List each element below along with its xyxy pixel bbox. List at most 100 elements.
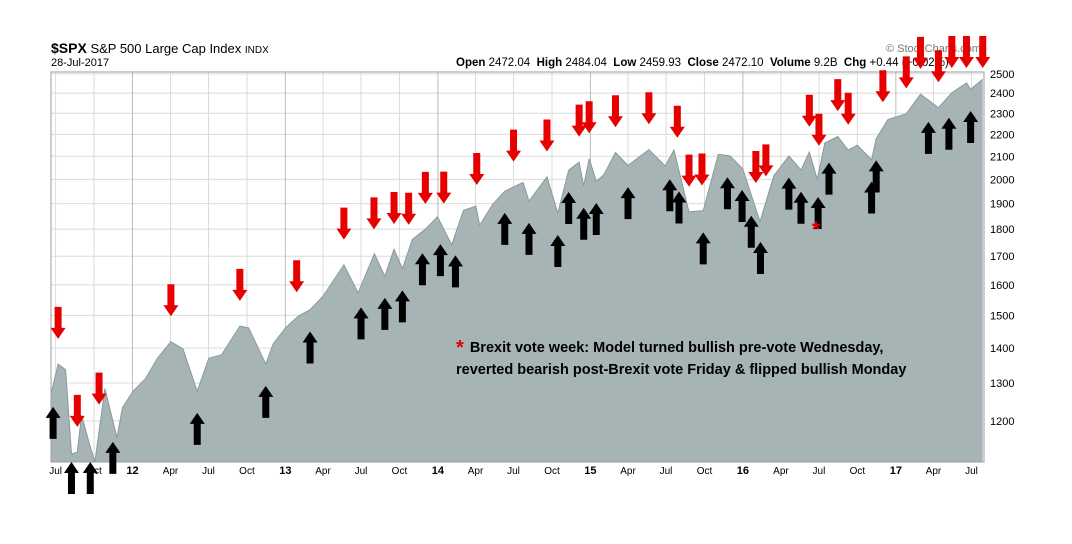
x-tick-label: Jul — [202, 466, 215, 477]
y-tick-label: 2300 — [990, 108, 1014, 120]
buy-signal-arrow — [521, 222, 537, 255]
y-tick-label: 2100 — [990, 151, 1014, 163]
x-tick-label: Oct — [697, 466, 713, 477]
x-tick-label: Apr — [926, 466, 942, 477]
x-tick-label: Oct — [544, 466, 560, 477]
volume-label: Volume — [769, 57, 811, 69]
sell-signal-arrow — [840, 92, 856, 125]
sell-signal-arrow — [801, 94, 817, 127]
open-label: Open — [456, 57, 486, 69]
chart-title: $SPX S&P 500 Large Cap Index INDX — [51, 40, 269, 56]
sell-signal-arrow — [681, 154, 697, 187]
x-tick-label: Jul — [660, 466, 673, 477]
chg-label: Chg — [843, 57, 867, 69]
price-area — [51, 79, 983, 462]
buy-signal-arrow — [719, 177, 735, 210]
x-tick-label: 17 — [890, 465, 902, 477]
buy-signal-arrow — [793, 191, 809, 224]
buy-signal-arrow — [302, 331, 318, 364]
buy-signal-arrow — [734, 189, 750, 222]
x-tick-label: 16 — [737, 465, 749, 477]
sell-signal-arrow — [232, 268, 248, 301]
sell-signal-arrow — [50, 306, 66, 339]
plot-border — [50, 71, 985, 463]
sell-signal-arrow — [758, 144, 774, 177]
y-tick-label: 1400 — [990, 343, 1014, 355]
brand-watermark: © StockCharts.com — [886, 43, 981, 55]
sell-signal-arrow — [436, 171, 452, 204]
y-tick-label: 1500 — [990, 310, 1014, 322]
x-tick-label: 14 — [432, 465, 445, 477]
x-tick-label: Jul — [965, 466, 978, 477]
x-tick-label: Jul — [355, 466, 368, 477]
buy-signal-arrow — [662, 179, 678, 212]
x-tick-label: Apr — [315, 466, 331, 477]
y-tick-label: 1700 — [990, 251, 1014, 263]
sell-signal-arrow — [958, 36, 974, 68]
buy-signal-arrow — [695, 232, 711, 265]
low-label: Low — [613, 57, 637, 69]
buy-signal-arrow — [550, 234, 566, 267]
buy-signal-arrow — [671, 191, 687, 224]
y-tick-label: 2000 — [990, 174, 1014, 186]
sell-signal-arrow — [669, 105, 685, 138]
sell-signal-arrow — [539, 119, 555, 152]
y-tick-label: 1900 — [990, 199, 1014, 211]
buy-signal-arrow — [588, 203, 604, 236]
sell-signal-arrow — [944, 36, 960, 68]
y-tick-label: 2400 — [990, 88, 1014, 100]
sell-signal-arrow — [694, 153, 710, 186]
buy-signal-arrow — [561, 192, 577, 225]
buy-signal-arrow — [752, 241, 768, 274]
buy-signal-arrow — [377, 297, 393, 330]
sell-signal-arrow — [506, 129, 522, 162]
ohlc-readout: Open 2472.04 High 2484.04 Low 2459.93 Cl… — [456, 57, 949, 69]
y-tick-label: 2200 — [990, 129, 1014, 141]
price-line — [50, 78, 984, 463]
buy-signal-arrow — [353, 307, 369, 340]
buy-signal-arrow — [781, 177, 797, 210]
x-tick-label: Apr — [163, 466, 179, 477]
close-label: Close — [687, 57, 719, 69]
buy-signal-arrow — [941, 117, 957, 150]
sell-signal-arrow — [163, 284, 179, 317]
x-tick-label: 15 — [584, 465, 596, 477]
sell-signal-arrow — [830, 79, 846, 112]
annotation-line-2: reverted bearish post-Brexit vote Friday… — [456, 362, 907, 378]
high-value: 2484.04 — [565, 57, 607, 69]
x-tick-label: Apr — [620, 466, 636, 477]
buy-signal-arrow — [414, 253, 430, 286]
low-value: 2459.93 — [639, 57, 682, 69]
symbol: $SPX — [51, 40, 87, 56]
buy-signal-arrow — [258, 385, 274, 418]
buy-signal-arrow — [189, 412, 205, 445]
brexit-star-marker: * — [812, 217, 821, 242]
y-tick-label: 1300 — [990, 378, 1014, 390]
annotation-star: * — [456, 337, 464, 359]
buy-signal-arrow — [576, 207, 592, 240]
sell-signal-arrow — [469, 152, 485, 185]
annotation-line-1: Brexit vote week: Model turned bullish p… — [469, 340, 884, 356]
sell-signal-arrow — [607, 95, 623, 128]
x-tick-label: 13 — [279, 465, 291, 477]
buy-signal-arrow — [963, 111, 979, 144]
sell-signal-arrow — [571, 104, 587, 137]
buy-signal-arrow — [105, 441, 121, 474]
y-tick-label: 1600 — [990, 280, 1014, 292]
buy-signal-arrow — [810, 196, 826, 229]
y-tick-label: 1800 — [990, 224, 1014, 236]
sell-signal-arrow — [417, 171, 433, 204]
chart-date: 28-Jul-2017 — [51, 57, 110, 69]
sell-signal-arrow — [336, 207, 352, 240]
sell-signal-arrow — [641, 92, 657, 125]
x-tick-label: Oct — [392, 466, 408, 477]
open-value: 2472.04 — [488, 57, 531, 69]
exchange: INDX — [244, 45, 269, 56]
x-tick-label: Jul — [813, 466, 826, 477]
x-tick-label: Jul — [49, 466, 62, 477]
sell-signal-arrow — [912, 36, 928, 69]
buy-signal-arrow — [620, 187, 636, 220]
sell-signal-arrow — [69, 394, 85, 427]
